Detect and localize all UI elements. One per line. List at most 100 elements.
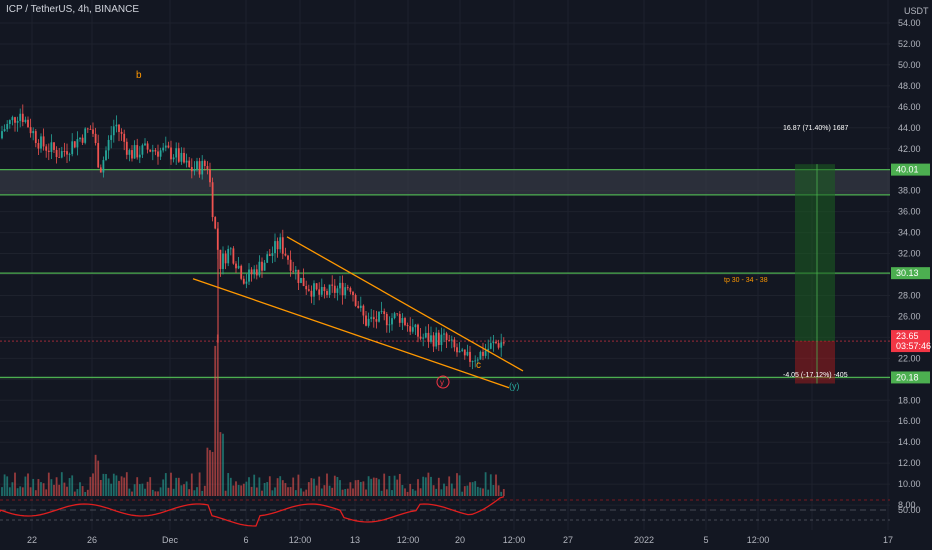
volume-bar [370, 478, 373, 496]
candle-body [495, 341, 497, 344]
time-axis-label: 26 [87, 535, 97, 545]
candle-body [313, 283, 315, 297]
price-tag-text: 30.13 [896, 268, 919, 278]
volume-bar [172, 488, 175, 496]
volume-bar [302, 491, 305, 496]
candle-body [318, 289, 321, 295]
candle-body [138, 154, 141, 158]
candle-body [370, 317, 373, 319]
volume-bar [396, 479, 399, 496]
volume-bar [42, 483, 45, 496]
time-axis-label: Dec [162, 535, 179, 545]
volume-bar [380, 490, 383, 496]
volume-bar [344, 489, 347, 496]
volume-bar [201, 490, 204, 496]
volume-bar [227, 473, 230, 496]
volume-bar [60, 472, 63, 496]
candle-body [144, 143, 146, 146]
candle-body [284, 253, 287, 256]
volume-bar [305, 489, 308, 496]
volume-bar [482, 488, 484, 496]
volume-bar [214, 345, 217, 496]
volume-bar [123, 477, 126, 496]
candle-body [424, 332, 427, 338]
price-tag-text: 40.01 [896, 165, 919, 175]
volume-bar [476, 486, 479, 496]
candle-body [435, 332, 438, 347]
candle-body [458, 350, 461, 353]
volume-bar [209, 450, 211, 496]
candle-body [341, 282, 344, 296]
candle-body [432, 335, 435, 347]
volume-bar [47, 472, 50, 496]
volume-bar [250, 486, 253, 496]
candle-body [450, 339, 453, 341]
symbol-title[interactable]: ICP / TetherUS, 4h, BINANCE [6, 4, 140, 15]
candle-body [133, 145, 136, 159]
volume-bar [63, 482, 66, 496]
volume-bar [331, 487, 334, 496]
candle-body [383, 311, 386, 315]
candle-body [393, 313, 396, 319]
candle-body [422, 337, 425, 339]
price-tag-bg [891, 267, 930, 280]
time-axis-label: 13 [350, 535, 360, 545]
candle-body [487, 348, 490, 351]
volume-bar [484, 472, 487, 496]
volume-bar [53, 484, 55, 496]
candle-body [45, 146, 48, 151]
candle-body [274, 241, 276, 254]
candle-body [250, 269, 253, 275]
candle-body [453, 339, 456, 348]
candle-body [1, 131, 3, 139]
volume-bar [136, 477, 139, 496]
volume-bar [466, 485, 469, 496]
candle-body [50, 142, 53, 152]
volume-bar [193, 490, 196, 496]
volume-bar [19, 486, 22, 496]
rsi-line [0, 495, 505, 527]
risk-reward-tool[interactable] [795, 164, 835, 384]
volume-bar [287, 487, 289, 496]
time-axis[interactable]: 22 26 Dec 6 12:00 13 12:00 20 12:00 27 2022 5 12:00 1… [27, 535, 893, 545]
price-axis-label: 48.00 [898, 81, 921, 91]
candle-body [79, 137, 81, 140]
loss-zone [795, 341, 835, 384]
volume-bar [149, 477, 152, 496]
candle-body [372, 317, 375, 320]
volume-bar [188, 489, 191, 496]
volume-bar [354, 480, 357, 496]
time-axis-label: 12:00 [747, 535, 770, 545]
candle-body [411, 327, 414, 332]
candle-body [380, 311, 383, 312]
volume-bar [159, 487, 162, 496]
candle-body [417, 324, 419, 337]
candle-body [34, 131, 37, 144]
volume-bar [258, 477, 261, 496]
candle-body [115, 124, 118, 127]
volume-bar [6, 476, 9, 496]
volume-bar [133, 484, 136, 496]
falling-wedge-trendlines[interactable] [192, 236, 524, 389]
volume-bar [37, 479, 40, 496]
volume-bar [440, 489, 443, 496]
candle-body [471, 360, 474, 362]
candle-body [385, 314, 388, 326]
candle-body [489, 343, 492, 349]
volume-bar [414, 490, 417, 496]
candle-body [492, 341, 495, 344]
volume-bar [86, 489, 89, 496]
horizontal-levels[interactable] [0, 168, 890, 379]
wave-annotations[interactable]: b c y (y) tp 30 - 34 - 38 16.87 (71.40%)… [136, 70, 848, 391]
time-axis-label: 17 [883, 535, 893, 545]
price-axis-label: 34.00 [898, 228, 921, 238]
volume-bar [71, 475, 74, 496]
price-axis-label: 26.00 [898, 311, 921, 321]
time-axis-label: 2022 [634, 535, 654, 545]
wave-label-y-circle: y [440, 378, 444, 387]
candle-body [203, 160, 206, 167]
volume-bar [391, 490, 393, 496]
time-axis-label: 12:00 [289, 535, 312, 545]
candle-body [300, 277, 302, 283]
